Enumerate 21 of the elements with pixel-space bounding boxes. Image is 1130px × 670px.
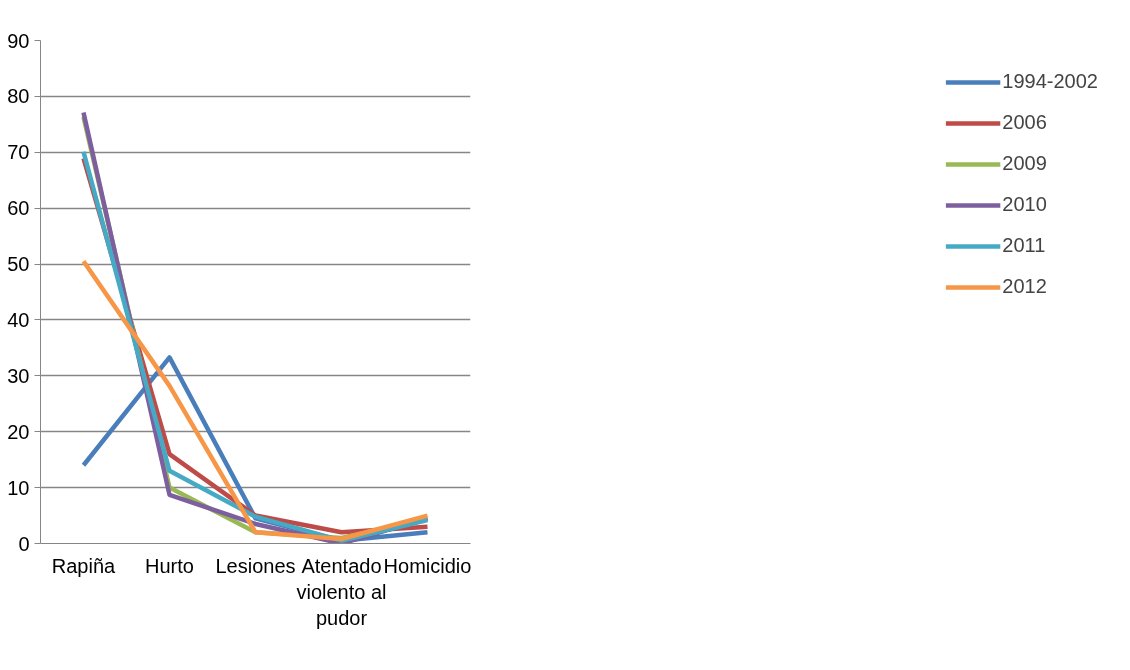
y-tick-label: 10 — [7, 476, 30, 499]
legend-label: 2010 — [1002, 193, 1047, 216]
x-tick-label: Hurto — [145, 554, 194, 577]
y-tick-label: 30 — [7, 364, 30, 387]
x-tick-label: Homicidio — [383, 554, 472, 577]
legend-label: 2012 — [1002, 275, 1047, 298]
y-tick-label: 0 — [18, 532, 30, 555]
y-tick-label: 40 — [7, 308, 30, 331]
legend-label: 2006 — [1002, 111, 1047, 134]
y-tick-label: 60 — [7, 197, 30, 220]
line-series — [81, 259, 430, 542]
y-tick-label: 90 — [7, 29, 30, 52]
x-tick-label: Rapiña — [51, 554, 117, 577]
y-tick-label: 80 — [7, 85, 30, 108]
x-tick-label: Lesiones — [215, 554, 296, 577]
y-tick-label: 70 — [7, 141, 30, 164]
legend-label: 2009 — [1002, 152, 1047, 175]
legend-label: 1994-2002 — [1002, 70, 1098, 93]
y-tick-label: 50 — [7, 253, 30, 276]
legend-label: 2011 — [1002, 234, 1046, 257]
y-tick-label: 20 — [7, 420, 30, 443]
